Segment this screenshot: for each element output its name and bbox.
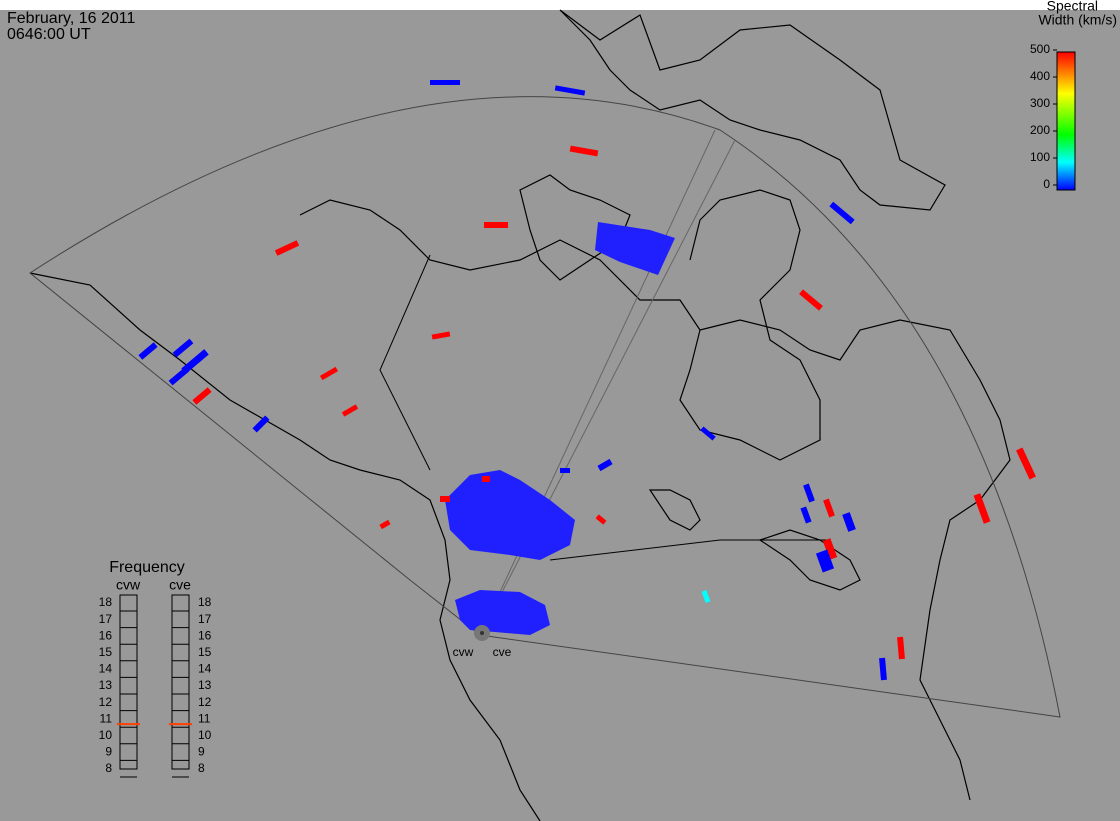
- echo: [431, 331, 451, 340]
- echo: [172, 338, 194, 358]
- time: 0646:00 UT: [7, 26, 91, 43]
- echoes: [138, 80, 1036, 681]
- echo: [319, 366, 339, 381]
- frequency-tick-label: 18: [99, 595, 113, 609]
- frequency-title: Frequency: [109, 559, 185, 576]
- echo: [800, 506, 812, 524]
- colorbar: [1056, 51, 1076, 191]
- frequency-tick-label: 17: [198, 612, 212, 626]
- echo: [274, 240, 300, 256]
- frequency-tick-label: 14: [99, 662, 113, 676]
- colorbar-tick-label: 100: [1030, 150, 1050, 164]
- frequency-tick-label: 17: [99, 612, 113, 626]
- echo: [803, 483, 815, 503]
- radar-name: cve: [169, 577, 191, 593]
- radar-name: cvw: [116, 577, 141, 593]
- echo: [842, 512, 856, 532]
- echo: [560, 468, 570, 473]
- echo: [252, 415, 270, 433]
- echo-region: [455, 590, 550, 635]
- echo: [440, 496, 450, 502]
- echo: [341, 404, 359, 417]
- echo: [379, 519, 391, 530]
- frequency-tick-label: 8: [105, 761, 112, 775]
- sites: cvw cve: [453, 625, 512, 659]
- frequency-column: [171, 594, 190, 770]
- colorbar-tick-label: 400: [1030, 69, 1050, 83]
- frequency-tick-label: 10: [99, 728, 113, 742]
- frequency-tick-label: 16: [198, 628, 212, 642]
- frequency-tick-label: 13: [99, 678, 113, 692]
- echo: [823, 498, 835, 518]
- echo: [430, 80, 460, 85]
- echo: [829, 201, 855, 225]
- frequency-tick-label: 10: [198, 728, 212, 742]
- echo: [879, 657, 887, 681]
- echo: [181, 349, 209, 374]
- echo: [192, 387, 212, 405]
- frequency-tick-label: 8: [198, 761, 205, 775]
- echo: [799, 289, 823, 311]
- echo: [701, 590, 711, 603]
- frequency-tick-label: 9: [105, 745, 112, 759]
- frequency-tick-label: 11: [100, 711, 113, 725]
- frequency-tick-label: 13: [198, 678, 212, 692]
- date: February, 16 2011: [7, 10, 135, 27]
- echo-region: [445, 470, 575, 560]
- site-label: cvw: [453, 645, 474, 659]
- frequency-tick-label: 15: [99, 645, 113, 659]
- frequency-column: [119, 594, 138, 770]
- colorbar-tick-label: 200: [1030, 123, 1050, 137]
- frequency-tick-label: 9: [198, 745, 205, 759]
- echo: [482, 476, 490, 482]
- echo: [595, 514, 607, 525]
- top-strip: [0, 0, 1120, 10]
- frequency-tick-label: 16: [99, 628, 113, 642]
- echo: [700, 426, 716, 441]
- echo: [1016, 447, 1036, 480]
- colorbar-title: Spectral: [1047, 0, 1098, 14]
- colorbar-tick-label: 0: [1043, 177, 1050, 191]
- echo: [815, 549, 835, 573]
- colorbar-tick-label: 500: [1030, 42, 1050, 56]
- frequency-tick-label: 15: [198, 645, 212, 659]
- frequency-tick-label: 14: [198, 662, 212, 676]
- site-marker: [480, 631, 484, 635]
- frequency-tick-label: 18: [198, 595, 212, 609]
- frequency-tick-label: 11: [198, 711, 211, 725]
- echo-region: [595, 222, 675, 275]
- frequency-tick-label: 12: [99, 695, 113, 709]
- echo: [484, 222, 508, 228]
- echo: [554, 85, 586, 96]
- echo: [138, 342, 158, 360]
- echo: [168, 366, 190, 386]
- echo: [569, 145, 599, 157]
- colorbar-title: Width (km/s): [1038, 12, 1117, 28]
- frequency-tick-label: 12: [198, 695, 212, 709]
- echo: [597, 458, 613, 472]
- echo: [973, 493, 991, 524]
- echo: [822, 538, 838, 560]
- site-label: cve: [493, 645, 512, 659]
- echo: [897, 636, 905, 660]
- colorbar-tick-label: 300: [1030, 96, 1050, 110]
